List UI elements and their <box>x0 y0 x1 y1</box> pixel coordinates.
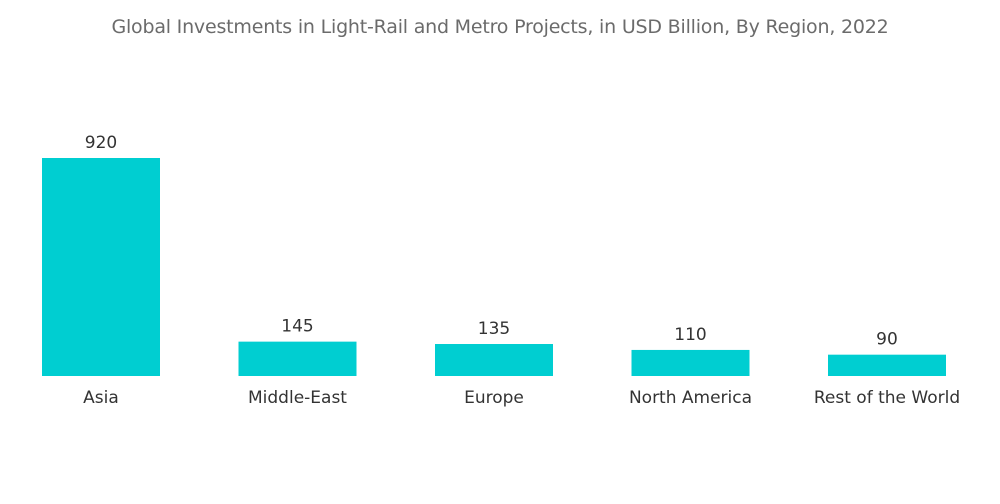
data-label-asia: 920 <box>85 133 117 153</box>
bar-rest-of-the-world <box>828 354 946 376</box>
data-label-north-america: 110 <box>674 325 706 345</box>
value-labels-layer: 920 145 135 110 90 <box>85 133 898 350</box>
category-label-asia: Asia <box>83 388 119 408</box>
data-label-middle-east: 145 <box>281 317 313 337</box>
bar-europe <box>435 344 553 376</box>
data-label-rest-of-the-world: 90 <box>876 330 898 350</box>
chart-title: Global Investments in Light-Rail and Met… <box>111 16 889 38</box>
category-label-north-america: North America <box>629 388 752 408</box>
category-labels-layer: Asia Middle-East Europe North America Rest o… <box>83 388 960 408</box>
category-label-europe: Europe <box>464 388 524 408</box>
category-label-rest-of-the-world: Rest of the World <box>814 388 960 408</box>
bar-middle-east <box>238 341 357 376</box>
bar-north-america <box>631 349 750 376</box>
bar-asia <box>42 158 160 376</box>
data-label-europe: 135 <box>478 319 510 339</box>
bars-layer <box>42 158 946 376</box>
category-label-middle-east: Middle-East <box>248 388 347 408</box>
